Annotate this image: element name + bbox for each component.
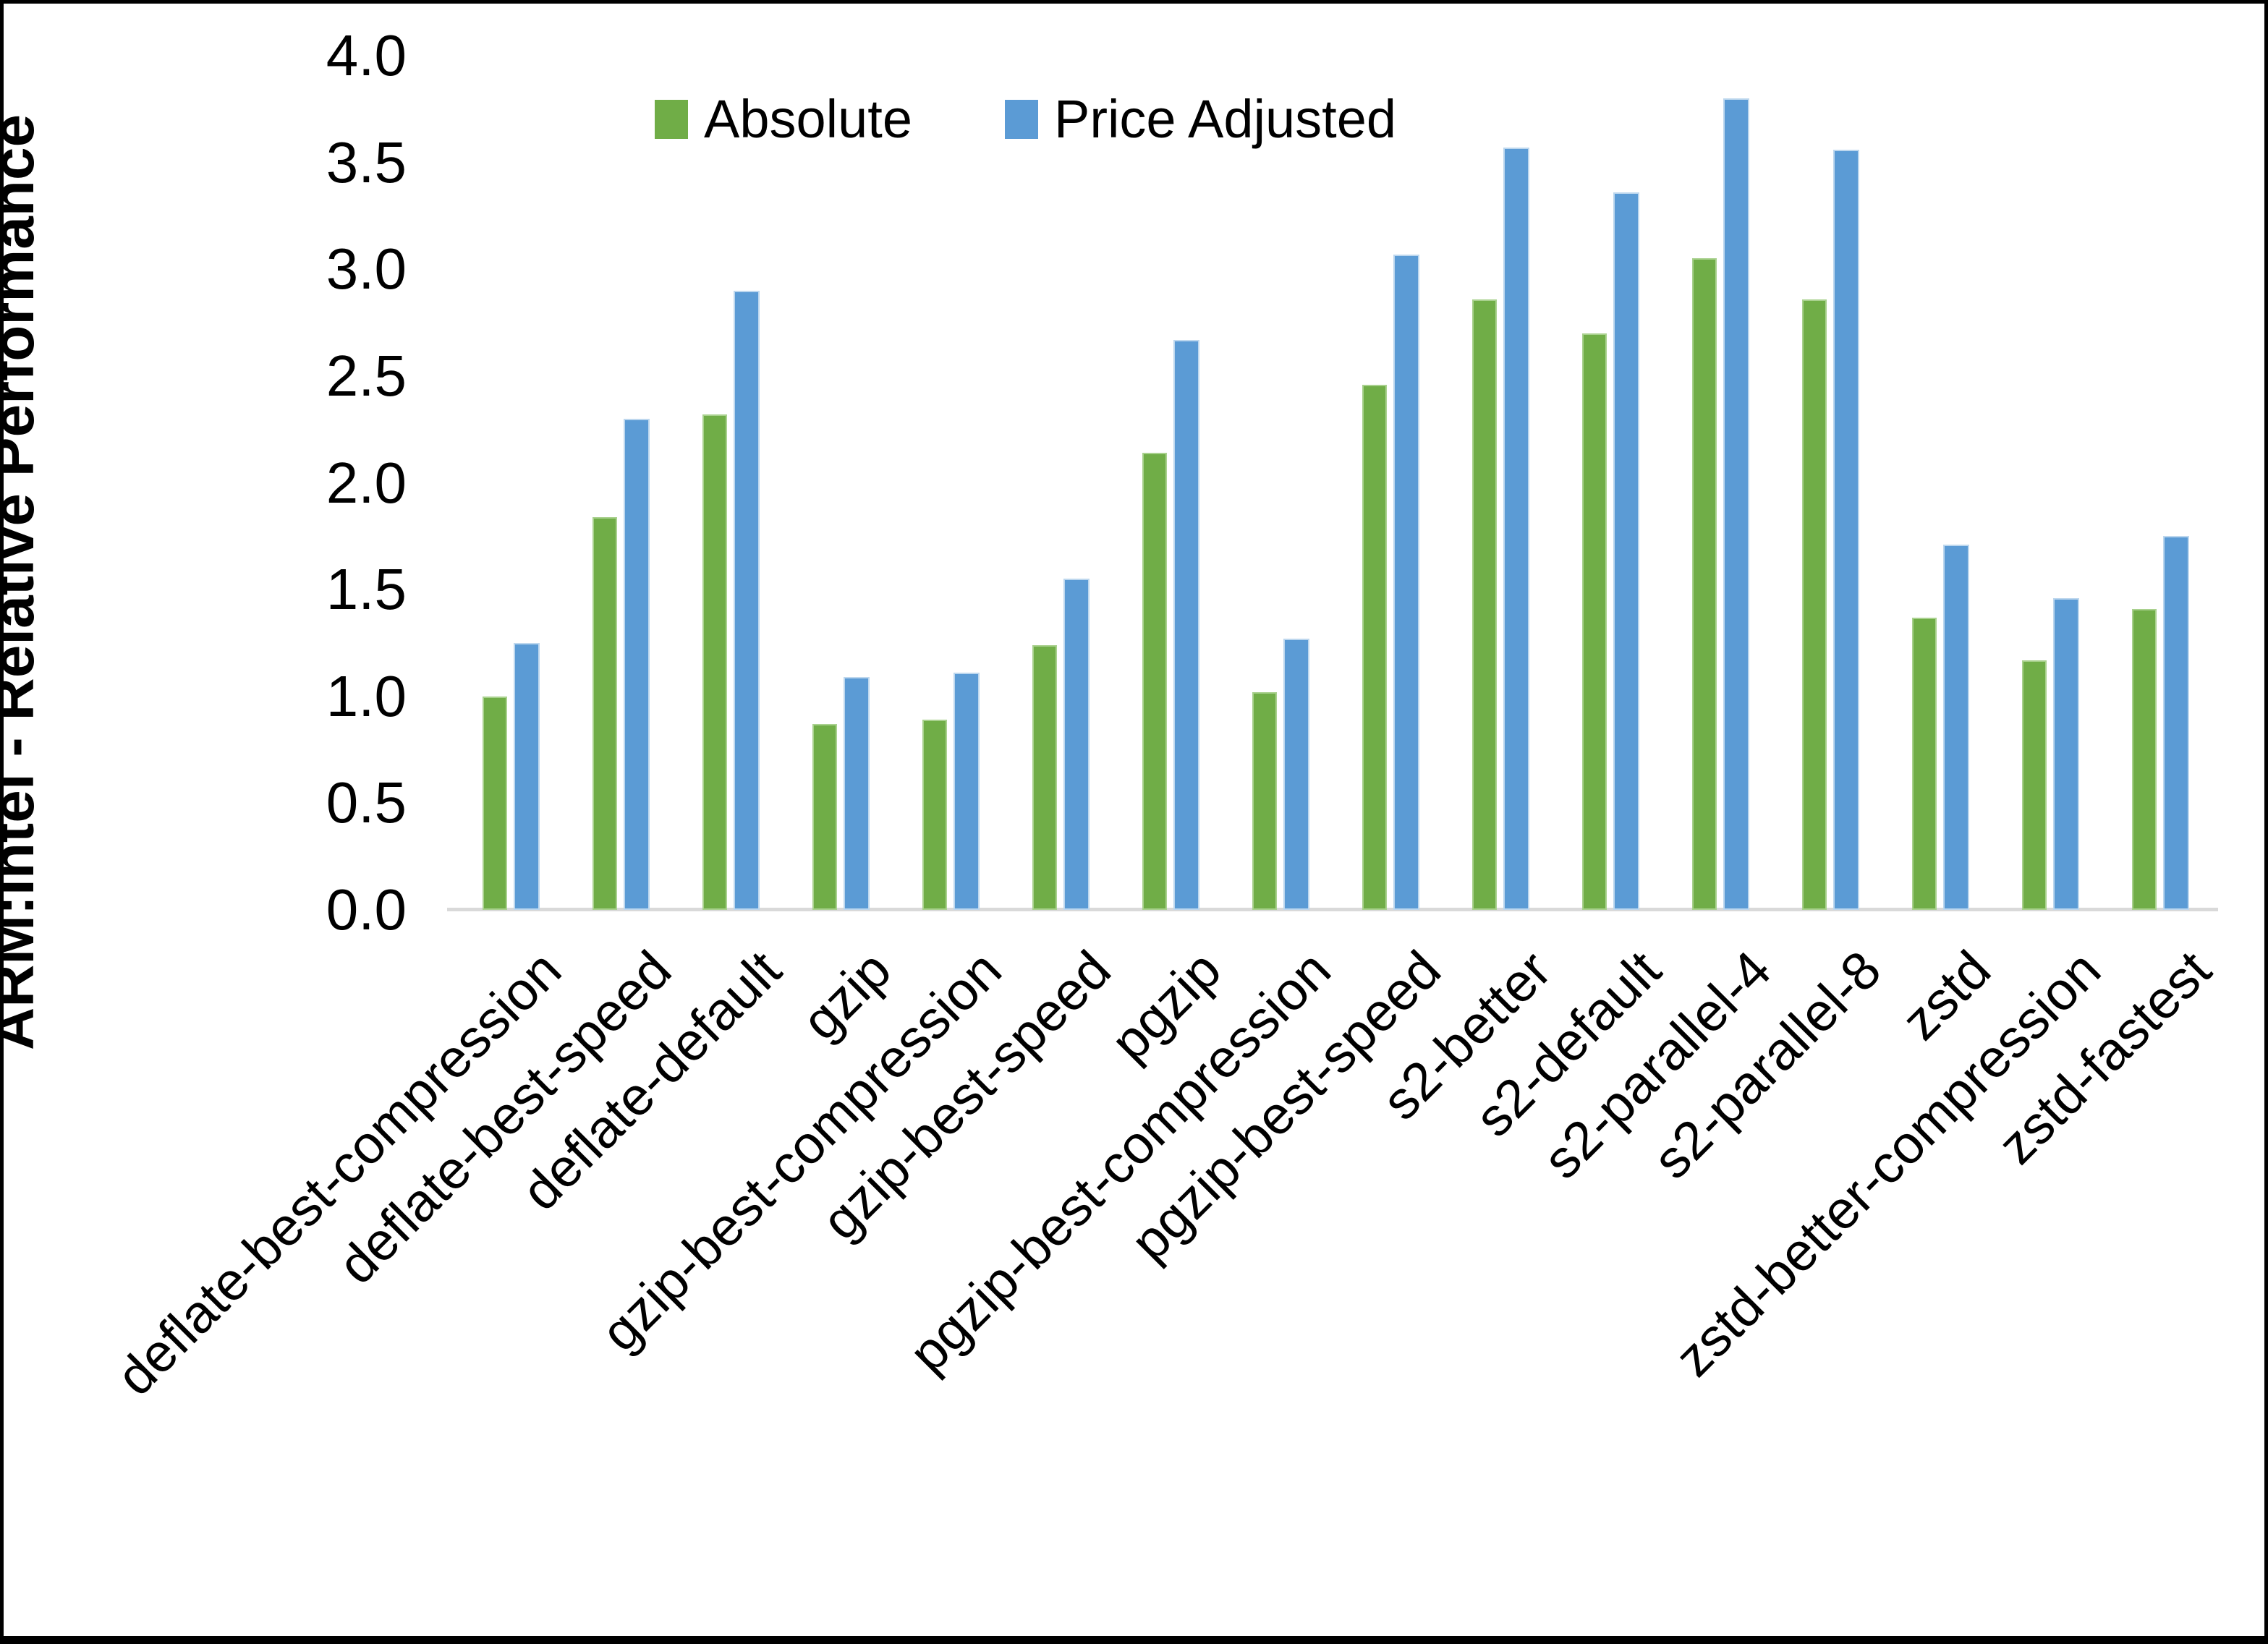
y-tick-label-3.5: 3.5 xyxy=(326,129,407,195)
legend-label-absolute: Absolute xyxy=(704,89,912,149)
y-tick-label-4.0: 4.0 xyxy=(326,23,407,88)
y-tick-label-0.0: 0.0 xyxy=(326,877,407,942)
bar-absolute-pgzip-best-compression xyxy=(1252,692,1277,910)
bar-absolute-gzip-best-speed xyxy=(1032,645,1057,910)
legend-swatch-price-adjusted xyxy=(1004,99,1038,139)
bottom-border-bar xyxy=(0,1636,2268,1644)
bar-absolute-gzip-best-compression xyxy=(922,720,947,910)
bar-absolute-deflate-best-compression xyxy=(482,697,507,910)
legend-swatch-absolute xyxy=(655,99,688,139)
x-axis-line xyxy=(447,908,2218,911)
bar-price-adjusted-gzip xyxy=(843,677,870,910)
bar-price-adjusted-pgzip-best-speed xyxy=(1393,255,1419,910)
y-tick-label-0.5: 0.5 xyxy=(326,770,407,835)
y-tick-label-2.0: 2.0 xyxy=(326,450,407,515)
bar-price-adjusted-s2-better xyxy=(1503,148,1529,910)
bar-price-adjusted-s2-parallel-8 xyxy=(1832,150,1859,910)
x-axis-label-deflate-best-compression: deflate-best-compression xyxy=(105,939,573,1407)
legend-item-absolute: Absolute xyxy=(655,88,912,150)
y-tick-label-1.0: 1.0 xyxy=(326,663,407,728)
legend-label-price-adjusted: Price Adjusted xyxy=(1053,89,1397,149)
bar-absolute-zstd xyxy=(1911,618,1937,910)
bar-price-adjusted-s2-parallel-4 xyxy=(1723,98,1749,910)
bar-price-adjusted-zstd-better-compression xyxy=(2052,598,2079,910)
bar-absolute-pgzip-best-speed xyxy=(1362,385,1387,910)
legend-item-price-adjusted: Price Adjusted xyxy=(1004,88,1397,150)
bar-price-adjusted-pgzip xyxy=(1173,340,1199,910)
bar-price-adjusted-zstd-fastest xyxy=(2162,536,2189,910)
bar-price-adjusted-deflate-best-speed xyxy=(623,419,650,910)
bar-absolute-s2-parallel-4 xyxy=(1691,258,1717,910)
bar-absolute-s2-better xyxy=(1471,299,1497,910)
y-tick-label-2.5: 2.5 xyxy=(326,343,407,408)
bar-price-adjusted-gzip-best-compression xyxy=(953,673,980,910)
bar-absolute-s2-default xyxy=(1581,333,1607,910)
bar-absolute-zstd-fastest xyxy=(2131,609,2157,910)
bar-price-adjusted-deflate-default xyxy=(733,291,760,910)
bar-price-adjusted-zstd xyxy=(1942,545,1969,910)
y-tick-label-1.5: 1.5 xyxy=(326,557,407,622)
bar-price-adjusted-s2-default xyxy=(1613,192,1639,910)
bar-absolute-pgzip xyxy=(1142,453,1167,910)
bar-absolute-zstd-better-compression xyxy=(2021,660,2047,910)
bar-absolute-s2-parallel-8 xyxy=(1801,299,1827,910)
legend: Absolute Price Adjusted xyxy=(655,88,1396,150)
bar-absolute-gzip xyxy=(812,724,837,910)
bar-price-adjusted-gzip-best-speed xyxy=(1063,579,1090,910)
bar-absolute-deflate-best-speed xyxy=(592,517,617,910)
bar-absolute-deflate-default xyxy=(702,414,727,910)
bar-price-adjusted-deflate-best-compression xyxy=(513,643,540,910)
y-tick-label-3.0: 3.0 xyxy=(326,237,407,302)
bar-price-adjusted-pgzip-best-compression xyxy=(1283,639,1309,910)
